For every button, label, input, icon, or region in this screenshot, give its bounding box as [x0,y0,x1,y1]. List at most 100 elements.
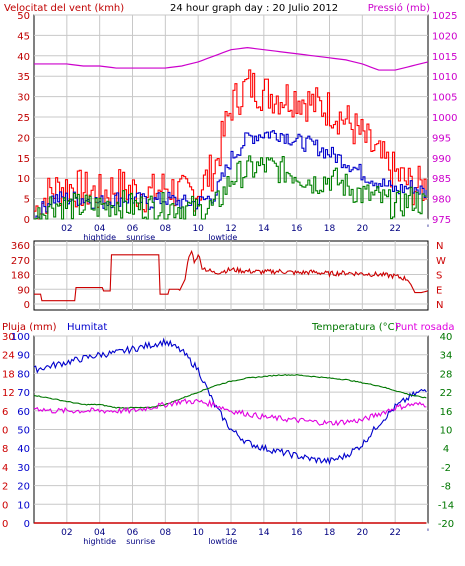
humidity-y-tick-label: 30 [17,463,30,474]
humidity-y-tick-label: 90 [17,351,30,362]
compass-label: W [436,256,446,267]
wind-x-tick-label: 08 [160,224,172,234]
humidity-x-tick-label: 12 [225,528,236,538]
compass-label: E [436,285,442,296]
tide-label: lowtide [208,537,237,546]
compass-label: S [436,271,442,282]
humidity-x-tick-label: 08 [160,528,172,538]
wind-y-tick-label: 25 [17,113,30,124]
humidity-y-tick-label: 70 [17,388,30,399]
pressure-label: Pressió (mb) [368,2,430,14]
pressure-y-tick-label: 1000 [432,113,457,124]
humidity-x-tick-label: 16 [291,528,303,538]
direction-y-tick-label: 180 [11,271,30,282]
temperature-y-tick-label: 40 [440,332,453,343]
dewpoint-label: Punt rosada [395,322,454,333]
wind-y-tick-label: 35 [17,72,30,83]
temperature-y-tick-label: 16 [440,407,453,418]
tide-label: lowtide [208,233,237,242]
humidity-y-tick-label: 40 [17,444,30,455]
wind-x-tick-label: 06 [127,224,139,234]
tide-label: hightide [83,537,116,546]
wind-pressure-panel: 0510152025303540455097598098599099510001… [17,11,457,242]
wind-direction-line [34,249,429,302]
direction-y-tick-label: 360 [11,241,30,252]
temperature-y-tick-label: 10 [440,426,453,437]
humidity-y-tick-label: 50 [17,426,30,437]
humidity-y-tick-label: 100 [11,332,30,343]
wind-x-tick-label: 22 [389,224,400,234]
humidity-x-tick-label: 04 [94,528,106,538]
wind-minimum-line [34,155,427,220]
graph-title: 24 hour graph day : 20 Julio 2012 [170,3,338,14]
wind-x-tick-label: 12 [225,224,236,234]
humidity-y-tick-label: 60 [17,407,30,418]
temperature-y-tick-label: 28 [440,369,453,380]
rain-y-tick-label: 2 [2,482,8,493]
pressure-y-tick-label: 980 [432,195,451,206]
pressure-y-tick-label: 1005 [432,93,457,104]
pressure-line [34,47,429,71]
pressure-y-tick-label: 1020 [432,31,457,42]
pressure-y-tick-label: 1010 [432,72,457,83]
compass-label: N [436,241,443,252]
rain-y-tick-label: 30 [2,332,15,343]
wind-x-tick-label: 16 [291,224,303,234]
wind-axis-labels: 0510152025303540455097598098599099510001… [17,11,457,242]
wind-x-tick-label: 14 [258,224,270,234]
direction-y-tick-label: 90 [17,285,30,296]
pressure-y-tick-label: 1025 [432,11,457,22]
rain-y-tick-label: 12 [2,388,15,399]
wind-x-tick-label: 02 [61,224,72,234]
wind-x-tick-label: 18 [324,224,336,234]
humidity-x-tick-label: 02 [61,528,72,538]
wind-y-tick-label: 30 [17,93,30,104]
humidity-x-tick-label: 06 [127,528,139,538]
temperature-y-tick-label: 34 [440,351,453,362]
temperature-y-tick-label: -8 [441,482,451,493]
wind-x-tick-label: 20 [357,224,369,234]
humidity-x-tick-label: ' [427,528,429,538]
tide-label: hightide [83,233,116,242]
wind-gust-line [34,69,427,220]
humidity-x-tick-label: 18 [324,528,336,538]
rain-y-tick-label: 0 [2,426,8,437]
rain-y-tick-label: 0 [2,519,8,530]
temperature-y-tick-label: 22 [440,388,453,399]
wind-y-tick-label: 50 [17,11,30,22]
direction-y-tick-label: 0 [24,300,30,311]
humidity-label: Humitat [67,322,107,333]
humidity-line [33,337,427,466]
wind-x-tick-label: ' [427,224,429,234]
tide-label: sunrise [126,537,155,546]
temperature-label: Temperatura (°C) [311,322,399,333]
rain-y-tick-label: 18 [2,369,15,380]
rain-y-tick-label: 6 [2,407,8,418]
pressure-y-tick-label: 1015 [432,52,457,63]
wind-y-tick-label: 0 [24,215,30,226]
wind-average-line [34,130,427,220]
wind-y-tick-label: 20 [17,133,30,144]
temperature-line [33,373,427,409]
humidity-series [33,337,427,524]
wind-x-tick-label: 04 [94,224,106,234]
pressure-y-tick-label: 975 [432,215,451,226]
rain-y-tick-label: 4 [2,463,8,474]
rain-y-tick-label: 24 [2,351,15,362]
pressure-y-tick-label: 985 [432,174,451,185]
pressure-y-tick-label: 995 [432,133,451,144]
direction-series [34,249,429,302]
direction-y-tick-label: 270 [11,256,30,267]
temperature-y-tick-label: -20 [438,519,454,530]
wind-series [34,47,429,220]
wind-x-tick-label: 10 [192,224,204,234]
humidity-x-tick-label: 14 [258,528,270,538]
pressure-y-tick-label: 990 [432,154,451,165]
humidity-x-tick-label: 20 [357,528,369,538]
wind-y-tick-label: 15 [17,154,30,165]
rain-y-tick-label: 8 [2,444,8,455]
